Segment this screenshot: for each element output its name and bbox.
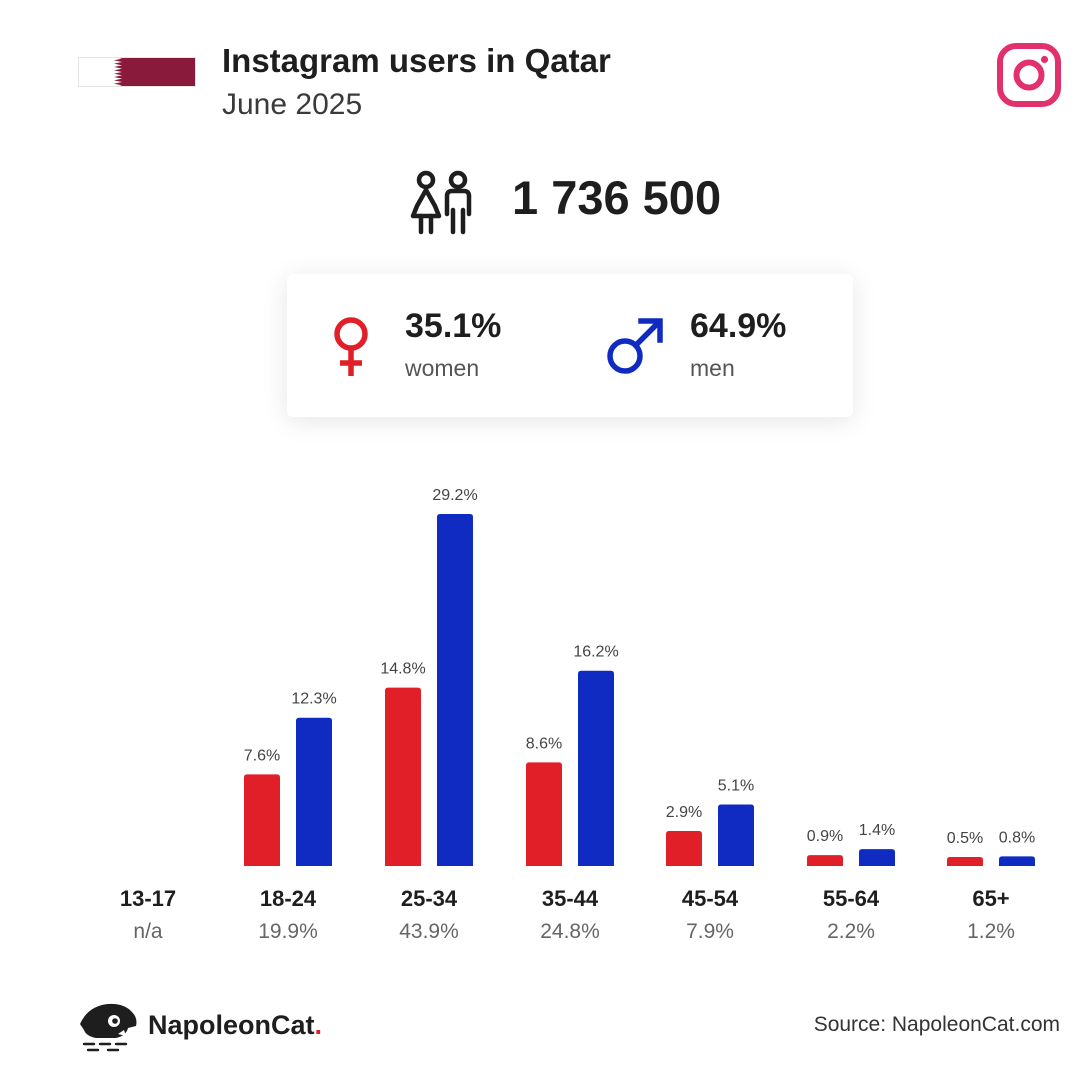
male-symbol-icon xyxy=(607,318,663,374)
total-users: 1 736 500 xyxy=(512,171,722,224)
category-total: 19.9% xyxy=(258,920,318,943)
bar-value-label: 2.9% xyxy=(666,804,702,821)
bar-value-label: 5.1% xyxy=(718,778,754,795)
men-label: men xyxy=(690,355,735,381)
bar-value-label: 7.6% xyxy=(244,747,280,764)
bar-65+-s1 xyxy=(947,857,983,866)
bar-65+-s2 xyxy=(999,856,1035,866)
brand-dot: . xyxy=(314,1010,323,1040)
qatar-flag-icon xyxy=(78,57,196,87)
bar-value-label: 16.2% xyxy=(573,644,618,661)
category-total: 24.8% xyxy=(540,920,600,943)
instagram-icon xyxy=(997,43,1061,107)
bar-35-44-s1 xyxy=(526,762,562,866)
category-label: 55-64 xyxy=(823,886,880,911)
women-label: women xyxy=(405,355,480,381)
source-credit: Source: NapoleonCat.com xyxy=(813,1013,1060,1036)
page-subtitle: June 2025 xyxy=(222,88,363,121)
category-label: 25-34 xyxy=(401,886,458,911)
category-label: 18-24 xyxy=(260,886,317,911)
age-gender-bar-chart: 13-17 n/a 7.6% 12.3% 18-24 19.9% 14.8% 29.2% 25-… xyxy=(120,487,1035,943)
gender-card: 35.1% women 64.9% men xyxy=(287,274,853,417)
bar-45-54-s2 xyxy=(718,804,754,866)
bar-35-44-s2 xyxy=(578,670,614,866)
bar-value-label: 14.8% xyxy=(380,661,425,678)
bar-55-64-s2 xyxy=(859,849,895,866)
category-label: 35-44 xyxy=(542,886,599,911)
category-label: 65+ xyxy=(972,886,1009,911)
bar-55-64-s1 xyxy=(807,855,843,866)
bar-45-54-s1 xyxy=(666,831,702,866)
bar-value-label: 29.2% xyxy=(432,487,477,504)
category-total: n/a xyxy=(133,920,163,943)
bar-value-label: 0.8% xyxy=(999,829,1035,846)
bar-value-label: 8.6% xyxy=(526,735,562,752)
users-icon xyxy=(410,170,472,235)
category-total: 2.2% xyxy=(827,920,875,943)
brand-name: NapoleonCat. xyxy=(148,1010,322,1041)
bar-value-label: 0.5% xyxy=(947,830,983,847)
bar-value-label: 12.3% xyxy=(291,691,336,708)
bar-25-34-s1 xyxy=(385,687,421,866)
women-percentage: 35.1% xyxy=(405,307,502,345)
category-label: 13-17 xyxy=(120,886,176,911)
bar-25-34-s2 xyxy=(437,514,473,866)
bar-value-label: 1.4% xyxy=(859,822,895,839)
female-symbol-icon xyxy=(334,317,368,376)
category-total: 7.9% xyxy=(686,920,734,943)
men-percentage: 64.9% xyxy=(690,307,787,345)
category-label: 45-54 xyxy=(682,886,739,911)
bar-18-24-s2 xyxy=(296,717,332,866)
bar-18-24-s1 xyxy=(244,774,280,866)
bar-value-label: 0.9% xyxy=(807,828,843,845)
napoleoncat-logo-icon xyxy=(80,1003,137,1052)
category-total: 43.9% xyxy=(399,920,459,943)
page-title: Instagram users in Qatar xyxy=(222,42,611,79)
brand-text: NapoleonCat xyxy=(148,1010,315,1040)
category-total: 1.2% xyxy=(967,920,1015,943)
